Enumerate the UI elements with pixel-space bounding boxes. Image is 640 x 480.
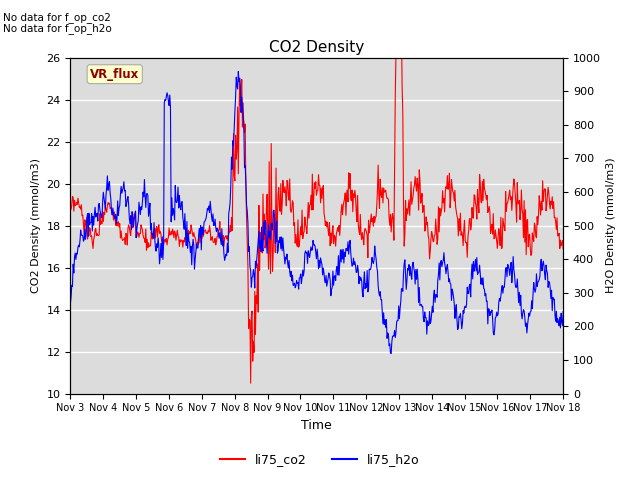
Legend: li75_co2, li75_h2o: li75_co2, li75_h2o	[215, 448, 425, 471]
Y-axis label: CO2 Density (mmol/m3): CO2 Density (mmol/m3)	[31, 158, 41, 293]
X-axis label: Time: Time	[301, 419, 332, 432]
Text: No data for f_op_co2: No data for f_op_co2	[3, 12, 111, 23]
Title: CO2 Density: CO2 Density	[269, 40, 364, 55]
Y-axis label: H2O Density (mmol/m3): H2O Density (mmol/m3)	[607, 158, 616, 293]
Text: No data for f_op_h2o: No data for f_op_h2o	[3, 23, 112, 34]
Text: VR_flux: VR_flux	[90, 68, 140, 81]
